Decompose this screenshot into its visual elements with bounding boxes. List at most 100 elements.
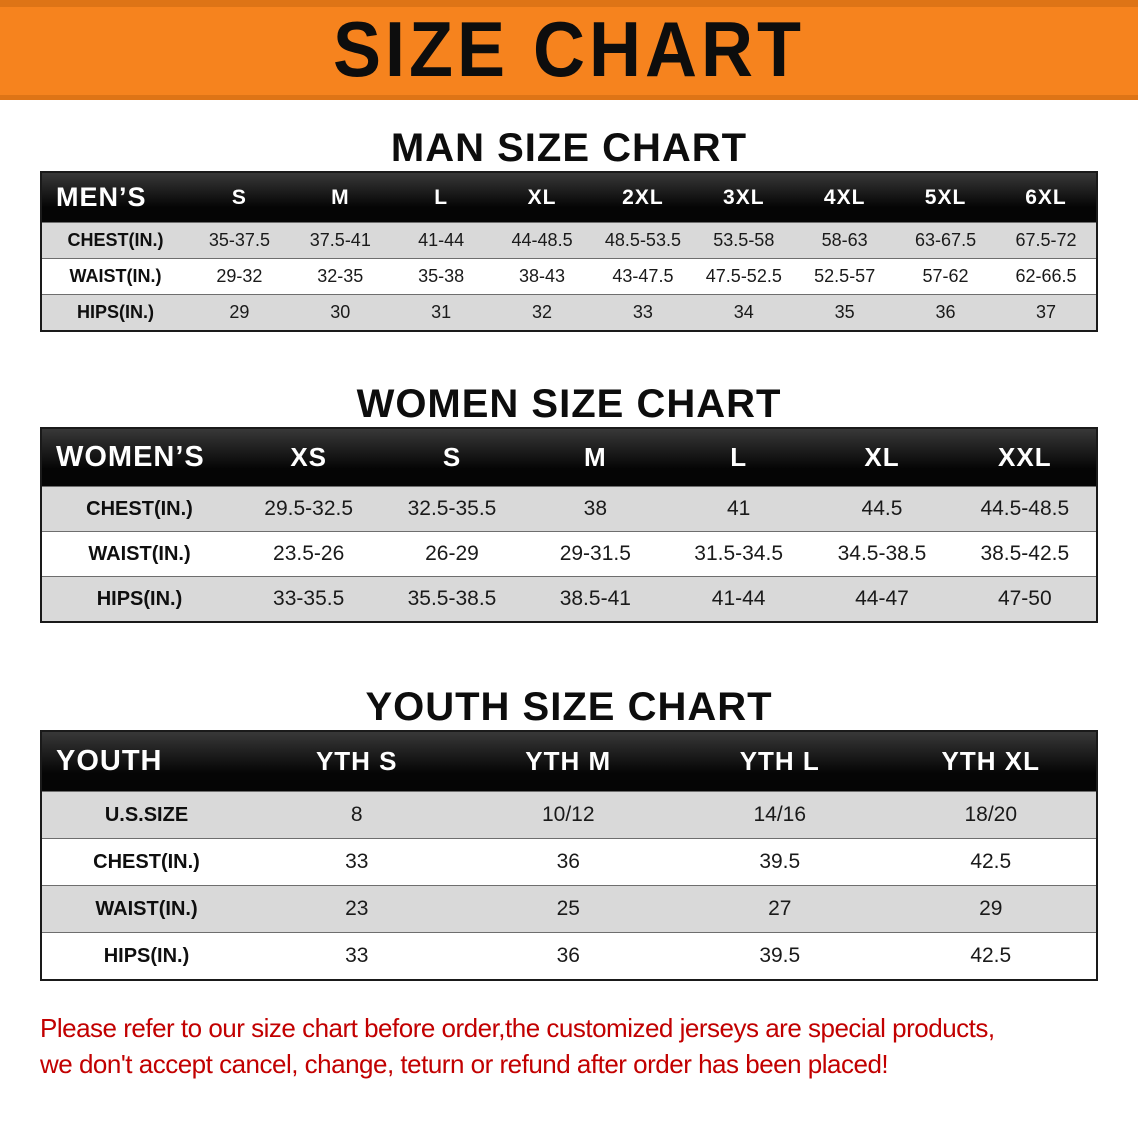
table-cell: 37 [1035,302,1057,322]
banner: SIZE CHART [0,0,1138,100]
column-header: L [390,172,492,223]
table-row: CHEST(IN.) 35-37.5 37.5-41 41-44 44-48.5 48.5… [41,222,1097,259]
table-row: WAIST(IN.) 29-32 32-35 35-38 38-43 43-47.5 47.… [41,258,1097,295]
column-header: 2XL [592,172,694,223]
men-size-table: MEN’S S M L XL 2XL 3XL 4XL 5XL 6XL CHEST(IN.) 35-37… [40,171,1098,332]
column-header: M [289,172,391,223]
table-cell: 27 [768,897,792,920]
youth-section: YOUTH SIZE CHART YOUTH YTH S YTH M YTH L YTH… [0,685,1138,981]
row-label: HIPS(IN.) [103,944,190,967]
row-label: HIPS(IN.) [96,587,183,610]
column-header: S [380,428,524,487]
table-cell: 33 [345,944,369,967]
table-cell: 38 [583,497,607,520]
table-cell: 30 [330,302,351,322]
table-cell: 41 [726,497,751,520]
table-cell: 14/16 [753,803,807,826]
men-section: MAN SIZE CHART MEN’S S M L XL 2XL 3XL 4XL 5XL 6XL… [0,126,1138,332]
table-cell: 32.5-35.5 [407,497,497,520]
table-cell: 35-37.5 [208,230,270,250]
column-header: M [523,428,667,487]
row-label: U.S.SIZE [104,803,189,826]
table-cell: 38.5-41 [559,587,631,610]
table-cell: 41-44 [418,230,465,250]
table-cell: 52.5-57 [814,266,876,286]
table-cell: 32 [532,302,553,322]
table-cell: 36 [556,850,580,873]
table-cell: 29 [229,302,250,322]
table-cell: 33-35.5 [273,587,345,610]
table-cell: 35.5-38.5 [407,587,497,610]
youth-size-table: YOUTH YTH S YTH M YTH L YTH XL U.S.SIZE 8 10/12… [40,730,1098,981]
row-label: CHEST(IN.) [93,850,200,873]
table-cell: 35 [834,302,855,322]
table-cell: 47.5-52.5 [705,266,782,286]
table-cell: 41-44 [711,587,766,610]
column-header: 3XL [693,172,795,223]
table-header-row: YOUTH YTH S YTH M YTH L YTH XL [41,731,1097,792]
table-cell: 35-38 [418,266,465,286]
column-header: L [666,428,811,487]
table-cell: 39.5 [759,850,801,873]
table-cell: 44.5-48.5 [980,497,1070,520]
page-title: SIZE CHART [333,6,805,94]
row-label: WAIST(IN.) [95,897,198,920]
table-cell: 37.5-41 [309,230,371,250]
table-cell: 57-62 [922,266,969,286]
table-cell: 63-67.5 [915,230,977,250]
column-header: 6XL [996,172,1097,223]
row-label: CHEST(IN.) [86,497,193,520]
table-cell: 36 [556,944,580,967]
row-label: HIPS(IN.) [76,302,154,322]
table-title-cell: YOUTH [41,731,251,792]
table-cell: 29-31.5 [559,542,631,565]
men-section-heading: MAN SIZE CHART [390,126,748,170]
column-header: XL [810,428,954,487]
table-cell: 44-47 [855,587,909,610]
notice-line-2: we don't accept cancel, change, teturn o… [40,1048,889,1079]
table-cell: 34 [733,302,754,322]
column-header: S [189,172,290,223]
table-cell: 32-35 [317,266,364,286]
table-row: HIPS(IN.) 33 36 39.5 42.5 [41,932,1097,980]
table-title-cell: MEN’S [41,172,189,223]
row-label: WAIST(IN.) [69,266,162,286]
column-header: XL [491,172,593,223]
table-cell: 25 [556,897,580,920]
table-cell: 38-43 [519,266,566,286]
table-row: CHEST(IN.) 29.5-32.5 32.5-35.5 38 41 44.5 44.5… [41,486,1097,532]
table-row: HIPS(IN.) 29 30 31 32 33 34 35 36 37 [41,294,1097,331]
table-cell: 36 [935,302,956,322]
table-cell: 29.5-32.5 [264,497,354,520]
size-chart-page: SIZE CHART MAN SIZE CHART MEN’S S M L XL 2XL 3… [0,0,1138,1079]
table-cell: 31.5-34.5 [694,542,784,565]
table-cell: 31 [431,302,452,322]
column-header: YTH M [462,731,674,792]
table-cell: 48.5-53.5 [604,230,681,250]
table-cell: 47-50 [997,587,1052,610]
column-header: YTH XL [885,731,1097,792]
table-cell: 33 [345,850,369,873]
table-cell: 10/12 [541,803,595,826]
column-header: YTH S [251,731,463,792]
table-cell: 44-48.5 [511,230,573,250]
table-cell: 42.5 [970,944,1012,967]
table-row: WAIST(IN.) 23 25 27 29 [41,885,1097,933]
table-cell: 44.5 [861,497,903,520]
table-cell: 38.5-42.5 [980,542,1070,565]
table-cell: 33 [632,302,653,322]
table-cell: 34.5-38.5 [837,542,927,565]
column-header: 4XL [794,172,896,223]
table-cell: 26-29 [425,542,479,565]
table-header-row: WOMEN’S XS S M L XL XXL [41,428,1097,487]
table-cell: 18/20 [964,803,1018,826]
column-header: 5XL [895,172,996,223]
table-cell: 29 [979,897,1003,920]
column-header: YTH L [674,731,886,792]
women-section-heading: WOMEN SIZE CHART [356,382,782,426]
youth-section-heading: YOUTH SIZE CHART [365,685,773,729]
table-row: HIPS(IN.) 33-35.5 35.5-38.5 38.5-41 41-44 44-… [41,576,1097,622]
women-size-table: WOMEN’S XS S M L XL XXL CHEST(IN.) 29.5-32.5 32.5… [40,427,1098,623]
table-title-cell: WOMEN’S [41,428,237,487]
row-label: WAIST(IN.) [88,542,191,565]
